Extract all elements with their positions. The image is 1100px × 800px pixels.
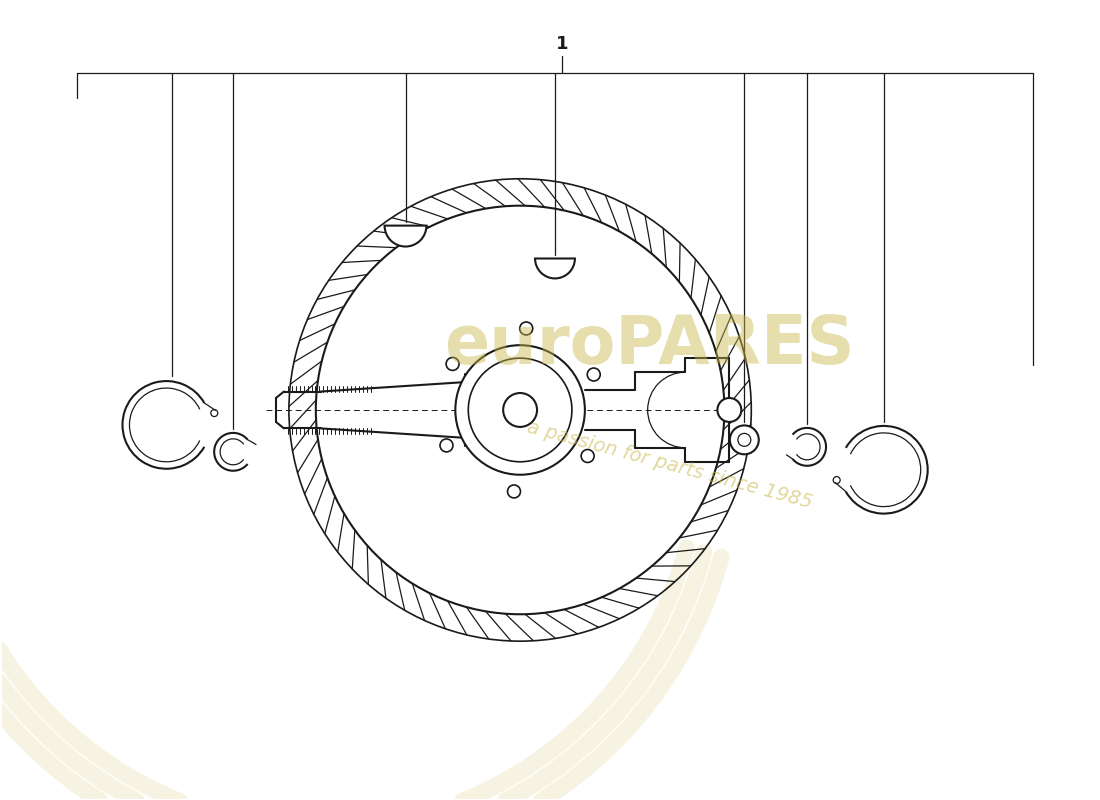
Circle shape — [507, 485, 520, 498]
Circle shape — [440, 439, 453, 452]
Text: 1: 1 — [556, 35, 569, 54]
Circle shape — [519, 322, 532, 335]
Circle shape — [581, 450, 594, 462]
Circle shape — [455, 345, 585, 474]
Circle shape — [730, 426, 759, 454]
Circle shape — [717, 398, 741, 422]
Circle shape — [503, 393, 537, 427]
Text: euroPARES: euroPARES — [444, 312, 855, 378]
Circle shape — [447, 358, 459, 370]
Text: a passion for parts since 1985: a passion for parts since 1985 — [525, 418, 814, 512]
Circle shape — [587, 368, 601, 381]
Circle shape — [316, 206, 725, 614]
Wedge shape — [535, 258, 575, 278]
Wedge shape — [385, 226, 427, 246]
